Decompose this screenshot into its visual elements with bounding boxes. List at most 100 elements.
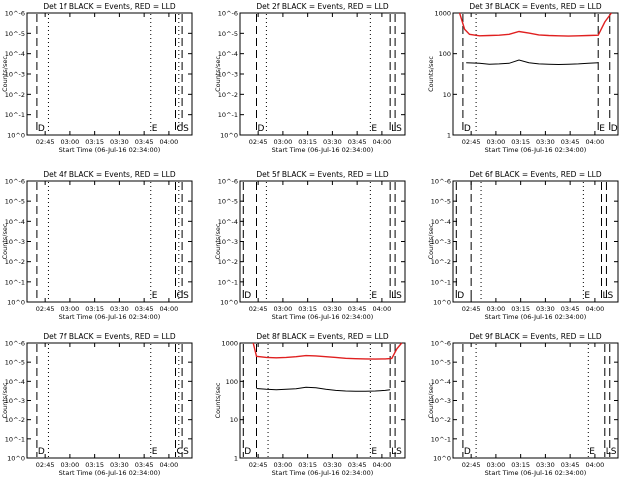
x-tick-label: 03:00: [61, 461, 80, 469]
y-tick-label: 1: [447, 132, 451, 140]
y-tick-label: 10^-2: [218, 91, 238, 99]
marker-label: S: [611, 447, 617, 457]
marker-label: E: [152, 291, 158, 301]
y-tick-label: 10^-3: [5, 397, 25, 405]
x-tick-label: 03:15: [85, 461, 104, 469]
y-tick-label: 10^-2: [5, 258, 25, 266]
y-tick-label: 10^-1: [218, 111, 238, 119]
x-tick-label: 03:45: [348, 305, 367, 313]
y-tick-label: 1000: [221, 340, 238, 348]
panel-det-8: Det 8f BLACK = Events, RED = LLD 1 10 100 10…: [214, 332, 406, 477]
x-tick-label: 03:00: [274, 305, 293, 313]
marker-label: L: [606, 447, 611, 457]
panel-det-6: Det 6f BLACK = Events, RED = LLD 10^0 10^-…: [427, 170, 619, 321]
y-axis-label: Counts/sec: [427, 223, 435, 259]
y-tick-label: 10^-1: [5, 278, 25, 286]
marker-label: D: [611, 124, 618, 134]
x-axis-label: Start Time (06-Jul-16 02:34:00): [485, 469, 587, 477]
x-tick-label: 03:30: [323, 138, 342, 146]
y-axis-label: Counts/sec: [1, 223, 9, 259]
marker-label: C: [177, 124, 183, 134]
plot-frame: [26, 12, 193, 136]
x-tick-label: 03:15: [298, 461, 317, 469]
y-axis-label: Counts/sec: [214, 56, 222, 92]
x-tick-label: 03:00: [274, 461, 293, 469]
marker-label: D: [258, 124, 265, 134]
x-tick-label: 03:00: [274, 138, 293, 146]
series-lld: [458, 12, 612, 37]
panel-title: Det 1f BLACK = Events, RED = LLD: [43, 2, 176, 11]
marker-label: D: [244, 291, 251, 301]
y-tick-label: 10^-1: [431, 435, 451, 443]
marker-label: E: [152, 447, 158, 457]
marker-label: L: [603, 291, 608, 301]
y-tick-label: 10^-4: [5, 218, 25, 226]
y-tick-label: 10^-6: [431, 178, 451, 186]
x-tick-label: 03:15: [298, 305, 317, 313]
y-axis-label: Counts/sec: [214, 223, 222, 259]
series-events: [466, 59, 599, 66]
plot-frame: [239, 342, 406, 459]
y-tick-label: 10^-3: [431, 397, 451, 405]
y-tick-label: 10^-3: [431, 238, 451, 246]
panel-title: Det 2f BLACK = Events, RED = LLD: [256, 2, 389, 11]
y-tick-label: 10^-1: [5, 435, 25, 443]
plot-frame: [239, 180, 406, 303]
panel-det-3: Det 3f BLACK = Events, RED = LLD 1 10 100 10…: [427, 2, 619, 154]
plot-frame: [452, 12, 619, 136]
marker-label: S: [396, 124, 402, 134]
y-tick-label: 10^-4: [218, 50, 238, 58]
x-tick-label: 04:00: [373, 461, 392, 469]
x-tick-label: 04:00: [160, 138, 179, 146]
marker-label: C: [177, 447, 183, 457]
y-axis-label: Counts/sec: [1, 56, 9, 92]
x-tick-label: 02:45: [462, 305, 481, 313]
marker-label: E: [599, 124, 605, 134]
y-tick-label: 10^-4: [5, 378, 25, 386]
marker-label: E: [371, 291, 377, 301]
y-tick-label: 10^0: [7, 132, 25, 140]
y-tick-label: 10^-5: [431, 359, 451, 367]
y-tick-label: 10^-1: [5, 111, 25, 119]
marker-label: E: [589, 447, 595, 457]
x-tick-label: 03:15: [85, 305, 104, 313]
y-tick-label: 100: [226, 378, 238, 386]
y-tick-label: 10^-3: [218, 238, 238, 246]
marker-label: L: [391, 447, 396, 457]
y-tick-label: 10^-6: [5, 178, 25, 186]
x-tick-label: 03:00: [487, 138, 506, 146]
marker-label: E: [152, 124, 158, 134]
y-tick-label: 10^-3: [218, 71, 238, 79]
series-lld: [252, 342, 403, 360]
marker-label: L: [391, 291, 396, 301]
marker-label: E: [584, 291, 590, 301]
y-tick-label: 10^-3: [5, 71, 25, 79]
x-tick-label: 03:45: [135, 138, 154, 146]
x-tick-label: 02:45: [36, 138, 55, 146]
marker-label: D: [457, 291, 464, 301]
x-tick-label: 03:15: [511, 138, 530, 146]
y-tick-label: 10^0: [220, 132, 238, 140]
panel-title: Det 8f BLACK = Events, RED = LLD: [256, 332, 389, 341]
marker-label: C: [177, 291, 183, 301]
x-tick-label: 03:45: [561, 305, 580, 313]
marker-label: S: [396, 291, 402, 301]
y-tick-label: 10^-1: [431, 278, 451, 286]
x-tick-label: 03:15: [298, 138, 317, 146]
x-tick-label: 04:00: [160, 305, 179, 313]
x-tick-label: 02:45: [249, 305, 268, 313]
x-tick-label: 03:45: [561, 461, 580, 469]
y-tick-label: 10^-4: [218, 218, 238, 226]
panel-title: Det 4f BLACK = Events, RED = LLD: [43, 170, 176, 179]
x-tick-label: 03:30: [536, 461, 555, 469]
y-tick-label: 10^-1: [218, 278, 238, 286]
y-tick-label: 10^0: [7, 455, 25, 463]
y-tick-label: 10^-5: [5, 359, 25, 367]
y-tick-label: 10^-2: [5, 91, 25, 99]
panel-det-4: Det 4f BLACK = Events, RED = LLD 10^0 10^-…: [1, 170, 193, 321]
panel-det-9: Det 9f BLACK = Events, RED = LLD 10^0 10^-…: [427, 332, 619, 477]
y-axis-label: Counts/sec: [427, 56, 435, 92]
marker-label: S: [607, 291, 613, 301]
marker-label: E: [371, 124, 377, 134]
y-tick-label: 10^-2: [5, 416, 25, 424]
